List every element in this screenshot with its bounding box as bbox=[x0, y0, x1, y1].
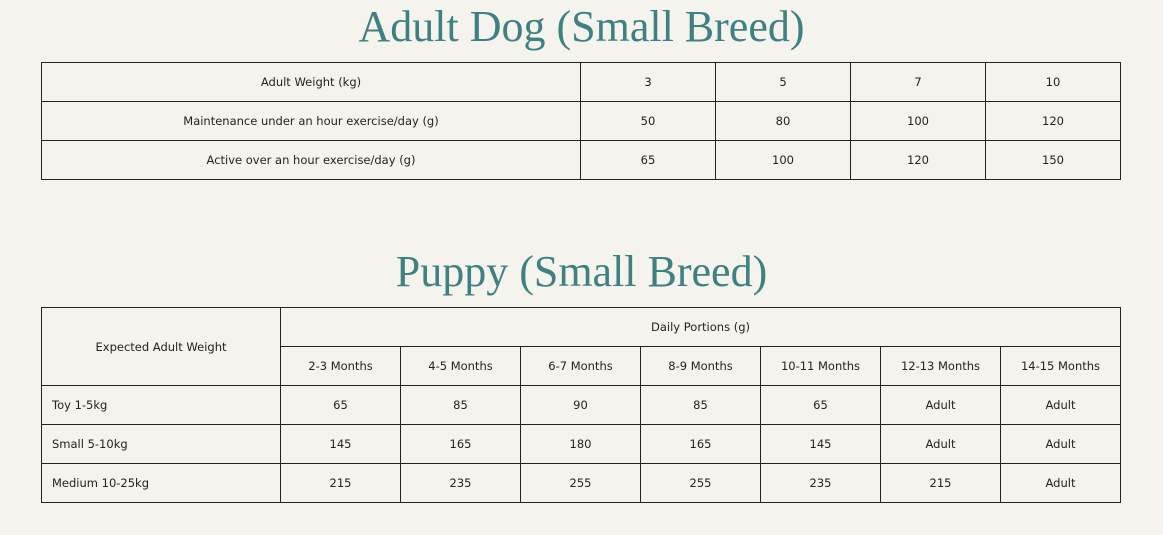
table-row: Small 5-10kg 145 165 180 165 145 Adult Adult bbox=[41, 424, 1121, 464]
table-cell: 165 bbox=[400, 424, 521, 464]
table-cell: 150 bbox=[985, 140, 1121, 180]
adult-table: Adult Weight (kg) 3 5 7 10 Maintenance under … bbox=[41, 62, 1121, 180]
table-cell: 50 bbox=[580, 101, 716, 141]
table-cell: Adult bbox=[880, 385, 1001, 425]
column-row: 2-3 Months 4-5 Months 6-7 Months 8-9 Months… bbox=[42, 346, 1121, 386]
table-cell: Adult Weight (kg) bbox=[41, 62, 581, 102]
table-cell: 235 bbox=[760, 463, 881, 503]
table-cell: 255 bbox=[520, 463, 641, 503]
table-cell: 85 bbox=[640, 385, 761, 425]
table-cell: 80 bbox=[715, 101, 851, 141]
table-cell: 85 bbox=[400, 385, 521, 425]
table-cell: Adult bbox=[1000, 385, 1121, 425]
table-cell: 10 bbox=[985, 62, 1121, 102]
table-cell: 120 bbox=[985, 101, 1121, 141]
table-cell: 65 bbox=[580, 140, 716, 180]
table-cell: 145 bbox=[280, 424, 401, 464]
column-header: 12-13 Months bbox=[880, 346, 1001, 386]
table-row: Adult Weight (kg) 3 5 7 10 bbox=[41, 62, 1121, 102]
table-cell: 90 bbox=[520, 385, 641, 425]
table-cell: 145 bbox=[760, 424, 881, 464]
column-header: 14-15 Months bbox=[1000, 346, 1121, 386]
column-header: 10-11 Months bbox=[760, 346, 881, 386]
table-cell: 65 bbox=[280, 385, 401, 425]
table-cell: 3 bbox=[580, 62, 716, 102]
table-row: Toy 1-5kg 65 85 90 85 65 Adult Adult bbox=[41, 385, 1121, 425]
table-row: Maintenance under an hour exercise/day (… bbox=[41, 101, 1121, 141]
table-cell: 65 bbox=[760, 385, 881, 425]
table-cell: 100 bbox=[850, 101, 986, 141]
table-cell: Maintenance under an hour exercise/day (… bbox=[41, 101, 581, 141]
table-cell: Adult bbox=[1000, 463, 1121, 503]
row-label: Small 5-10kg bbox=[41, 424, 281, 464]
column-header: 8-9 Months bbox=[640, 346, 761, 386]
row-label: Medium 10-25kg bbox=[41, 463, 281, 503]
table-cell: Active over an hour exercise/day (g) bbox=[41, 140, 581, 180]
row-label: Toy 1-5kg bbox=[41, 385, 281, 425]
table-row: Active over an hour exercise/day (g) 65 10… bbox=[41, 140, 1121, 180]
table-cell: Adult bbox=[880, 424, 1001, 464]
column-header: 2-3 Months bbox=[280, 346, 401, 386]
table-cell: 215 bbox=[280, 463, 401, 503]
table-cell: 165 bbox=[640, 424, 761, 464]
table-cell: 7 bbox=[850, 62, 986, 102]
table-cell: 255 bbox=[640, 463, 761, 503]
table-cell: 215 bbox=[880, 463, 1001, 503]
table-cell: 235 bbox=[400, 463, 521, 503]
table-cell: Adult bbox=[1000, 424, 1121, 464]
column-header: 4-5 Months bbox=[400, 346, 521, 386]
table-cell: 5 bbox=[715, 62, 851, 102]
puppy-title: Puppy (Small Breed) bbox=[395, 247, 768, 296]
row-header: Expected Adult Weight bbox=[41, 307, 281, 386]
table-cell: 180 bbox=[520, 424, 641, 464]
header-row: Expected Adult Weight Daily Portions (g) bbox=[41, 307, 1121, 386]
table-cell: 100 bbox=[715, 140, 851, 180]
puppy-table: Expected Adult Weight Daily Portions (g)… bbox=[41, 307, 1121, 503]
column-header: 6-7 Months bbox=[520, 346, 641, 386]
table-row: Medium 10-25kg 215 235 255 255 235 215 Adult bbox=[41, 463, 1121, 503]
table-cell: 120 bbox=[850, 140, 986, 180]
group-header: Daily Portions (g) bbox=[280, 307, 1121, 347]
adult-title: Adult Dog (Small Breed) bbox=[358, 2, 805, 51]
